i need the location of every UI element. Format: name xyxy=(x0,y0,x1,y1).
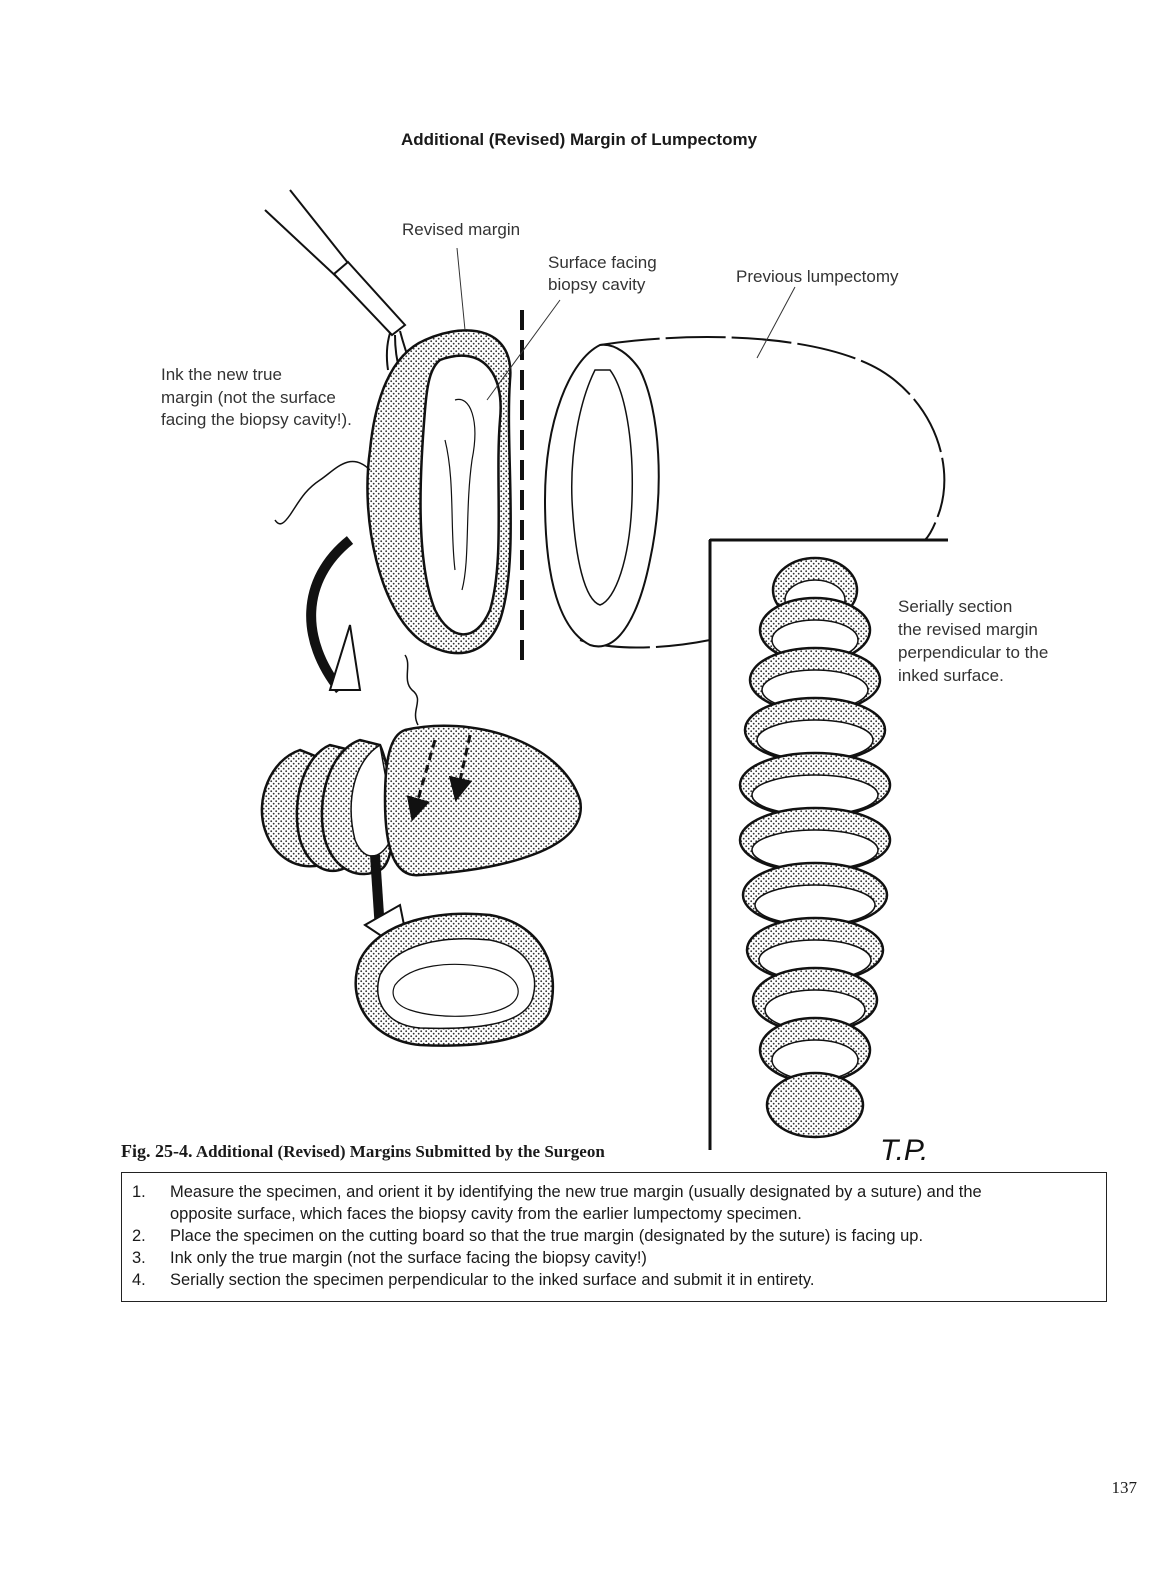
label-serial-3: perpendicular to the xyxy=(898,643,1049,662)
label-ink-2: margin (not the surface xyxy=(161,388,336,407)
label-revised-margin: Revised margin xyxy=(402,220,521,239)
sectioned-specimen xyxy=(260,724,582,877)
step-text: opposite surface, which faces the biopsy… xyxy=(170,1205,802,1223)
label-surface-facing-1: Surface facing xyxy=(548,253,657,272)
suture-icon xyxy=(274,460,371,525)
label-ink-3: facing the biopsy cavity!). xyxy=(161,410,352,429)
panel-divider xyxy=(708,538,948,1150)
step-text: Measure the specimen, and orient it by i… xyxy=(170,1183,982,1201)
steps-list: 1. Measure the specimen, and orient it by… xyxy=(122,1173,1106,1291)
caption-number: Fig. 25-4. xyxy=(121,1141,193,1161)
figure-caption: Fig. 25-4. Additional (Revised) Margins … xyxy=(121,1141,605,1162)
step-number xyxy=(132,1203,170,1225)
step-text: Ink only the true margin (not the surfac… xyxy=(170,1249,647,1267)
single-slice-specimen xyxy=(354,912,555,1047)
label-ink-1: Ink the new true xyxy=(161,365,282,384)
step-item: 1. Measure the specimen, and orient it by… xyxy=(132,1181,1086,1203)
label-serial-2: the revised margin xyxy=(898,620,1038,639)
step-item: 3. Ink only the true margin (not the surf… xyxy=(132,1247,1086,1269)
label-serial-1: Serially section xyxy=(898,597,1013,616)
step-text: Serially section the specimen perpendicu… xyxy=(170,1271,815,1289)
step-number: 1. xyxy=(132,1183,146,1201)
step-text: Place the specimen on the cutting board … xyxy=(170,1227,924,1245)
caption-title: Additional (Revised) Margins Submitted b… xyxy=(195,1142,605,1161)
page-number: 137 xyxy=(1111,1478,1138,1497)
step-number: 4. xyxy=(132,1271,146,1289)
leader-lines xyxy=(456,247,796,401)
section-direction-arrows xyxy=(406,734,473,822)
serial-section-stack xyxy=(738,556,892,1139)
revised-margin-specimen xyxy=(366,329,513,655)
label-serial-4: inked surface. xyxy=(898,666,1004,685)
step-number: 2. xyxy=(132,1227,146,1245)
artist-signature: T.P. xyxy=(880,1134,928,1167)
step-item: 4. Serially section the specimen perpendi… xyxy=(132,1269,1086,1291)
step-item: opposite surface, which faces the biopsy… xyxy=(132,1203,1086,1225)
curved-arrow-icon xyxy=(306,536,354,694)
ink-brush-icon xyxy=(264,189,413,373)
section-slice xyxy=(765,1071,865,1139)
label-surface-facing-2: biopsy cavity xyxy=(548,275,646,294)
step-item: 2. Place the specimen on the cutting boar… xyxy=(132,1225,1086,1247)
steps-box: 1. Measure the specimen, and orient it by… xyxy=(121,1172,1107,1302)
figure-title: Additional (Revised) Margin of Lumpectom… xyxy=(400,130,758,149)
step-number: 3. xyxy=(132,1249,146,1267)
label-previous-lumpectomy: Previous lumpectomy xyxy=(736,267,899,286)
previous-lumpectomy-specimen xyxy=(543,336,946,649)
